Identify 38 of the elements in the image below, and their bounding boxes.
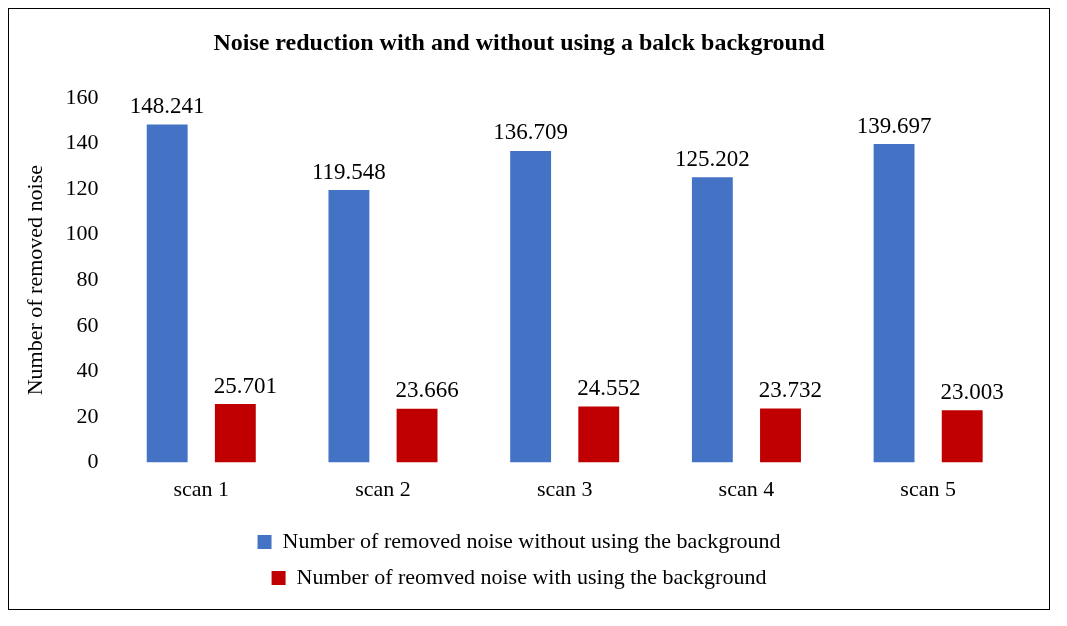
bar [941,410,983,463]
bar [328,190,370,463]
x-tick-label: scan 4 [718,475,775,501]
bar [760,408,801,463]
x-tick-label: scan 5 [900,475,956,501]
y-tick-label: 140 [65,129,99,155]
y-tick-label: 40 [76,357,99,383]
bar [146,124,188,463]
data-label: 148.241 [129,93,205,119]
y-tick-label: 0 [87,448,99,474]
x-tick-label: scan 3 [536,475,593,501]
bar [691,177,733,463]
y-tick-label: 60 [76,311,99,337]
bar [510,150,552,463]
data-label: 23.003 [940,378,1004,404]
data-label: 23.666 [395,377,459,403]
y-tick-label: 80 [76,265,99,291]
data-label: 136.709 [493,119,568,145]
x-tick-label: scan 2 [355,475,411,501]
legend-label: Number of reomved noise with using the background [296,563,767,589]
bar [578,406,620,463]
bar [873,144,915,463]
y-axis-title: Number of removed noise [21,165,47,396]
y-tick-label: 120 [65,174,99,200]
legend-label: Number of removed noise without using the background [282,527,781,553]
bar [396,408,438,463]
data-label: 24.552 [577,375,641,401]
data-label: 125.202 [674,145,750,171]
data-label: 23.732 [758,377,823,403]
chart-title: Noise reduction with and without using a balck background [213,28,826,55]
data-label: 119.548 [311,158,386,184]
y-tick-label: 100 [65,220,99,246]
y-tick-label: 160 [65,83,99,109]
bar [214,404,256,463]
y-tick-label: 20 [76,402,99,428]
data-label: 139.697 [856,112,932,138]
data-label: 25.701 [213,372,277,398]
x-tick-label: scan 1 [173,475,230,501]
